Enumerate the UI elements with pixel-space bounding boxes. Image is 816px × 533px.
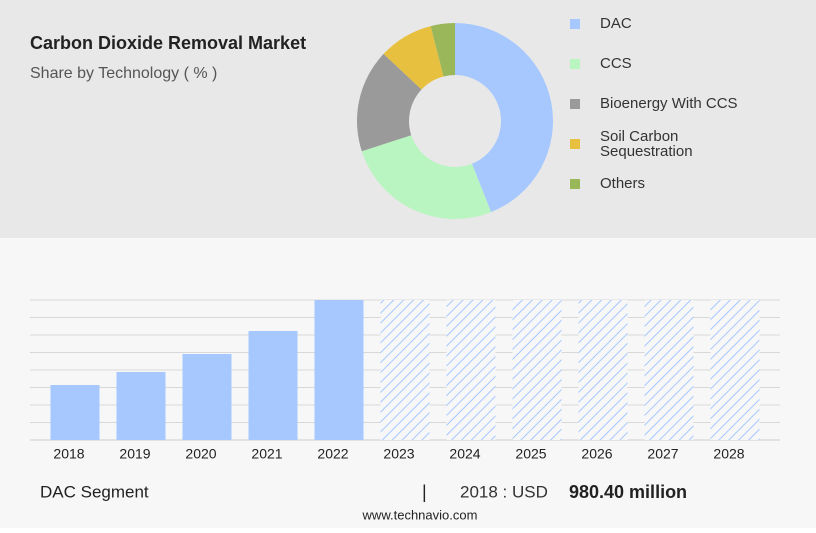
legend-label: Bioenergy With CCS	[600, 95, 738, 112]
footer-segment: DAC Segment	[40, 482, 149, 501]
bar	[50, 385, 100, 440]
bar	[314, 300, 364, 440]
donut-slice	[455, 23, 554, 213]
donut-slice	[430, 23, 455, 77]
forecast-placeholder	[644, 300, 694, 440]
donut-slice	[383, 26, 444, 90]
legend-swatch	[570, 139, 580, 149]
forecast-placeholder	[380, 300, 430, 440]
x-tick-label: 2022	[317, 446, 348, 462]
bar	[116, 372, 166, 440]
x-tick-label: 2024	[449, 446, 480, 462]
legend-label: Others	[600, 175, 645, 192]
legend-swatch	[570, 59, 580, 69]
chart-title: Carbon Dioxide Removal Market	[30, 33, 306, 53]
x-tick-label: 2027	[647, 446, 678, 462]
forecast-placeholder	[710, 300, 760, 440]
footer-prefix: 2018 : USD	[460, 482, 548, 501]
bar	[182, 354, 232, 440]
footer-value: 980.40 million	[569, 482, 687, 502]
x-tick-label: 2020	[185, 446, 216, 462]
x-tick-label: 2023	[383, 446, 414, 462]
legend-swatch	[570, 19, 580, 29]
forecast-placeholder	[446, 300, 496, 440]
footer-separator: |	[422, 482, 427, 502]
donut-slice	[361, 135, 492, 220]
forecast-placeholder	[578, 300, 628, 440]
bar	[248, 331, 298, 440]
legend-swatch	[570, 179, 580, 189]
x-tick-label: 2028	[713, 446, 744, 462]
chart-subtitle: Share by Technology ( % )	[30, 65, 217, 82]
legend-label: DAC	[600, 15, 632, 32]
footer-source: www.technavio.com	[362, 507, 478, 522]
donut-slice	[357, 53, 422, 152]
legend-swatch	[570, 99, 580, 109]
legend-label: Soil Carbon Sequestration	[600, 128, 693, 160]
x-tick-label: 2019	[119, 446, 150, 462]
x-tick-label: 2021	[251, 446, 282, 462]
x-tick-label: 2025	[515, 446, 546, 462]
legend-label: CCS	[600, 55, 632, 72]
x-tick-label: 2026	[581, 446, 612, 462]
forecast-placeholder	[512, 300, 562, 440]
x-tick-label: 2018	[53, 446, 84, 462]
